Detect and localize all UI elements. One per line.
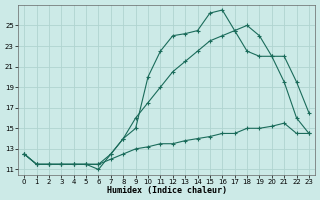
X-axis label: Humidex (Indice chaleur): Humidex (Indice chaleur) bbox=[107, 186, 227, 195]
